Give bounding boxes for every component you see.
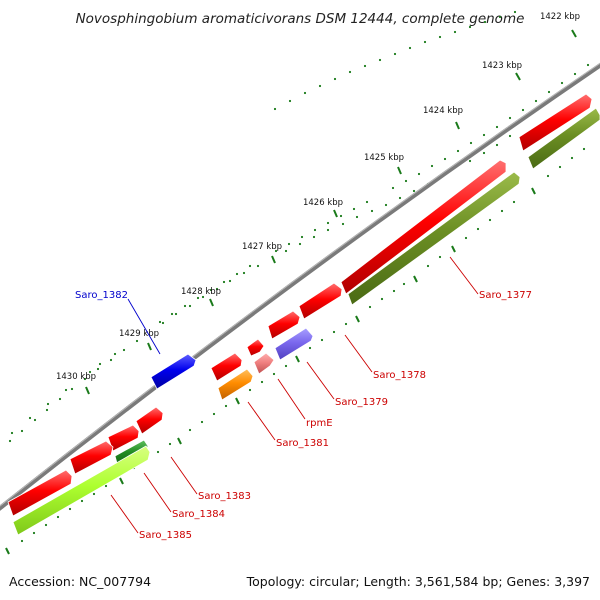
inner-ticks — [5, 187, 536, 555]
feature-purple[interactable] — [274, 327, 314, 361]
gene-label-saro-1379[interactable]: Saro_1379 — [335, 397, 388, 408]
tick-label-1426: 1426 kbp — [303, 198, 343, 208]
gene-labels: Saro_1377 Saro_1378 Saro_1379 rpmE Saro_… — [75, 290, 532, 541]
tick-label-1425: 1425 kbp — [364, 153, 404, 163]
map-title: Novosphingobium aromaticivorans DSM 1244… — [76, 11, 525, 27]
callout-lines — [110, 256, 479, 534]
feature-saro-1382[interactable] — [150, 353, 197, 390]
gene-label-saro-1385[interactable]: Saro_1385 — [139, 530, 192, 541]
tick-label-1429: 1429 kbp — [119, 329, 159, 339]
tick-label-1422: 1422 kbp — [540, 12, 580, 22]
genome-summary: Topology: circular; Length: 3,561,584 bp… — [246, 574, 590, 589]
gene-label-saro-1377[interactable]: Saro_1377 — [479, 290, 532, 301]
feature-lime[interactable] — [12, 445, 151, 536]
gene-label-saro-1378[interactable]: Saro_1378 — [373, 370, 426, 381]
tick-label-1427: 1427 kbp — [242, 242, 282, 252]
cds-track — [7, 93, 593, 517]
gene-label-saro-1381[interactable]: Saro_1381 — [276, 438, 329, 449]
feature-saro-1378[interactable] — [298, 282, 343, 320]
gene-label-saro-1382[interactable]: Saro_1382 — [75, 290, 128, 301]
ruler-dots — [8, 10, 517, 443]
gene-label-rpmE[interactable]: rpmE — [306, 418, 333, 429]
tick-label-1424: 1424 kbp — [423, 106, 463, 116]
feature-saro-1381[interactable] — [210, 352, 243, 382]
gene-label-saro-1383[interactable]: Saro_1383 — [198, 491, 251, 502]
genome-backbone — [0, 62, 600, 511]
feature-saro-1379-cds[interactable] — [267, 310, 301, 340]
feature-olive-a[interactable] — [527, 107, 600, 170]
feature-track-2 — [12, 107, 600, 536]
tick-label-1428: 1428 kbp — [181, 287, 221, 297]
ruler-major-ticks — [85, 29, 577, 395]
ruler-outer-dots — [10, 63, 590, 435]
feature-pink[interactable] — [253, 352, 275, 375]
feature-rpmE[interactable] — [246, 338, 265, 357]
accession-label: Accession: NC_007794 — [9, 574, 151, 589]
feature-cds-a[interactable] — [518, 93, 593, 152]
feature-saro-1383[interactable] — [135, 406, 164, 435]
tick-label-1423: 1423 kbp — [482, 61, 522, 71]
feature-cds-c[interactable] — [69, 440, 114, 475]
feature-olive-b[interactable] — [347, 171, 521, 306]
feature-cds-b[interactable] — [340, 159, 507, 295]
feature-orange[interactable] — [217, 368, 254, 401]
gene-label-saro-1384[interactable]: Saro_1384 — [172, 509, 225, 520]
tick-label-1430: 1430 kbp — [56, 372, 96, 382]
ruler-labels: 1422 kbp 1423 kbp 1424 kbp 1425 kbp 1426… — [56, 12, 580, 382]
feature-saro-1385-cds[interactable] — [7, 469, 73, 517]
